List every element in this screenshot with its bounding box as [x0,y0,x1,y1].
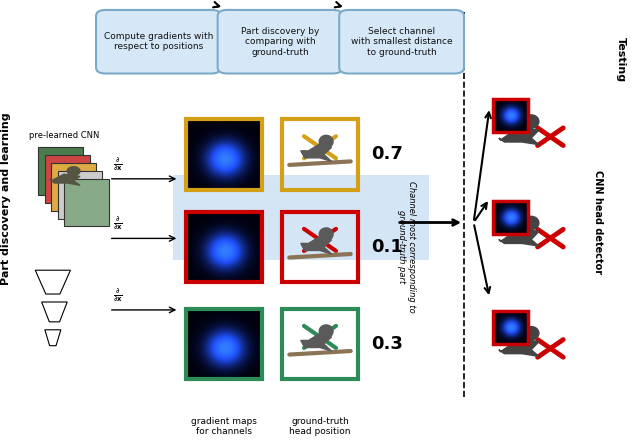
Text: 0.1: 0.1 [371,238,403,256]
Bar [51,163,96,211]
FancyBboxPatch shape [339,10,464,74]
Text: Part discovery and learning: Part discovery and learning [1,112,12,285]
Circle shape [319,228,333,241]
Text: $\frac{\partial}{\partial\mathbf{x}}$: $\frac{\partial}{\partial\mathbf{x}}$ [113,287,124,304]
FancyBboxPatch shape [96,10,221,74]
Polygon shape [301,333,332,351]
Circle shape [524,115,539,128]
Text: 0.3: 0.3 [371,335,403,353]
Text: CNN head detector: CNN head detector [593,171,604,275]
Text: Select channel
with smallest distance
to ground-truth: Select channel with smallest distance to… [351,27,452,56]
Text: ground-truth
head position: ground-truth head position [289,417,351,436]
Bar [38,147,83,194]
Text: Testing: Testing [616,37,626,82]
Polygon shape [35,270,70,294]
Circle shape [319,135,333,148]
Text: pre-learned CNN: pre-learned CNN [29,131,99,140]
Polygon shape [499,339,539,356]
Circle shape [524,216,539,229]
Polygon shape [301,144,332,161]
Polygon shape [42,302,67,322]
Polygon shape [45,330,61,346]
Text: 0.7: 0.7 [371,146,403,163]
Bar [45,155,90,203]
FancyBboxPatch shape [173,175,429,260]
Text: $\frac{\partial}{\partial\mathbf{x}}$: $\frac{\partial}{\partial\mathbf{x}}$ [113,216,124,232]
Polygon shape [499,228,539,246]
FancyBboxPatch shape [218,10,342,74]
Text: Channel most corresponding to
ground-truth part: Channel most corresponding to ground-tru… [397,181,416,313]
Bar [64,179,109,227]
Text: Part discovery by
comparing with
ground-truth: Part discovery by comparing with ground-… [241,27,319,56]
Text: $\frac{\partial}{\partial\mathbf{x}}$: $\frac{\partial}{\partial\mathbf{x}}$ [113,156,124,173]
Bar [58,171,102,219]
Circle shape [67,167,80,176]
Polygon shape [301,236,332,254]
Text: gradient maps
for channels: gradient maps for channels [191,417,257,436]
Polygon shape [50,174,80,185]
Circle shape [524,326,539,340]
Polygon shape [499,127,539,145]
Circle shape [319,325,333,338]
Text: Compute gradients with
respect to positions: Compute gradients with respect to positi… [104,32,213,52]
